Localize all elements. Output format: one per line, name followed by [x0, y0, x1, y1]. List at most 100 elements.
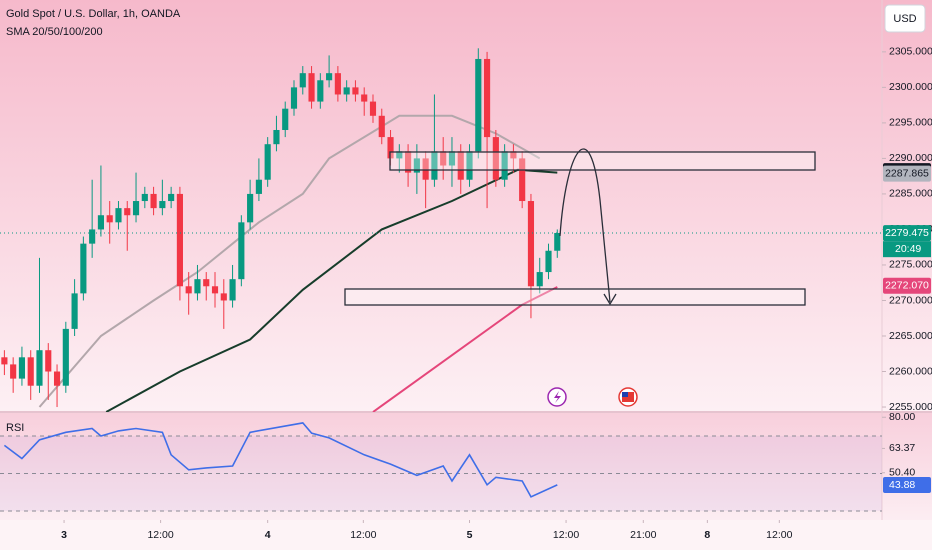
x-tick-label: 3	[61, 529, 67, 541]
sma-line	[38, 114, 541, 408]
candle-body	[220, 293, 227, 301]
currency-button[interactable]	[884, 4, 926, 33]
candle-body	[405, 151, 412, 173]
candle-body	[71, 293, 78, 329]
rsi-plot	[0, 422, 882, 512]
candle-body	[176, 193, 183, 287]
candle-body	[97, 215, 104, 230]
projection-arrow	[559, 148, 611, 303]
candle-body	[475, 58, 482, 152]
lightning	[554, 391, 561, 403]
arrow-head	[603, 293, 617, 306]
candle-body	[124, 208, 131, 216]
rsi-badge-label: 43.88	[889, 479, 915, 491]
candle-body	[238, 222, 245, 280]
candle-body	[185, 286, 192, 294]
price-badge	[883, 165, 931, 182]
candle-body	[352, 87, 359, 95]
candle-body	[448, 151, 456, 166]
candle-body	[413, 158, 420, 173]
candle-body	[203, 279, 210, 287]
rsi-badge-label: 50.40	[889, 467, 915, 479]
candle-body	[387, 137, 394, 159]
candle-body	[308, 73, 315, 102]
y-tick-label: 2265.000	[889, 330, 932, 342]
y-tick-label: 2305.000	[889, 46, 932, 58]
candle-body	[27, 357, 34, 386]
candle-body	[457, 151, 464, 180]
x-tick-label: 5	[467, 529, 473, 541]
candle-body	[282, 108, 289, 130]
candle-body	[299, 73, 306, 88]
y-tick-label: 2300.000	[889, 81, 932, 93]
candle-body	[334, 73, 341, 95]
rsi-title: RSI	[6, 422, 24, 434]
x-tick-label: 21:00	[630, 529, 656, 541]
candle-body	[492, 137, 499, 180]
flag-canton	[622, 392, 628, 397]
candle-body	[62, 328, 69, 386]
price-plot	[0, 48, 882, 412]
candle-body	[554, 232, 561, 251]
rsi-line	[3, 422, 558, 498]
candle-body	[501, 151, 508, 180]
candle-body	[290, 87, 298, 109]
candle-body	[10, 364, 17, 379]
price-badge-label: 2287.865	[885, 167, 929, 179]
candle-body	[431, 151, 438, 180]
candle-body	[45, 350, 52, 372]
y-tick-label: 2290.000	[889, 152, 932, 164]
price-badge-label: 2272.070	[885, 280, 929, 292]
y-tick-label: 2285.000	[889, 188, 932, 200]
candle-body	[484, 58, 491, 138]
candle-body	[168, 193, 175, 202]
x-tick-label: 12:00	[147, 529, 173, 541]
currency: USD	[893, 13, 916, 25]
candle-body	[141, 193, 148, 202]
rsi-tick-label: 80.00	[889, 411, 915, 423]
candle-body	[80, 243, 87, 294]
x-tick-label: 12:00	[553, 529, 579, 541]
countdown: 20:49	[895, 243, 921, 255]
candle-body	[527, 201, 535, 287]
candle-body	[466, 151, 473, 180]
candle-body	[18, 357, 26, 379]
candle-body	[510, 151, 517, 159]
price-badge	[883, 277, 931, 294]
candle-body	[536, 272, 543, 287]
candle-body	[194, 279, 201, 294]
chart-title: Gold Spot / U.S. Dollar, 1h, OANDA	[6, 8, 181, 20]
candle-body	[369, 101, 377, 116]
overlay: USD Gold Spot / U.S. Dollar, 1h, OANDA S…	[6, 4, 932, 541]
candle-body	[247, 193, 254, 223]
rsi-badge-label: 63.37	[889, 442, 915, 454]
candle-body	[115, 208, 122, 223]
rsi-badge	[883, 476, 931, 493]
price-badge-label: 2279.475	[885, 227, 929, 239]
resistance-zone	[389, 151, 816, 171]
candle-body	[273, 129, 280, 145]
candle-body	[440, 151, 447, 166]
sma-line	[372, 286, 558, 412]
candle-body	[159, 201, 166, 209]
countdown-badge	[883, 241, 931, 258]
candle-body	[519, 158, 526, 202]
price-panel	[0, 0, 932, 412]
x-tick-label: 8	[704, 529, 710, 541]
y-tick-label: 2270.000	[889, 294, 932, 306]
x-tick-label: 12:00	[350, 529, 376, 541]
candle-body	[106, 215, 113, 223]
candle-body	[326, 73, 333, 81]
x-tick-label: 12:00	[766, 529, 792, 541]
candle-body	[53, 371, 61, 386]
y-tick-label: 2260.000	[889, 365, 932, 377]
candle-body	[1, 357, 8, 365]
candle-body	[264, 144, 271, 180]
candle-body	[396, 151, 403, 159]
candle-body	[132, 201, 140, 216]
candle-body	[255, 179, 262, 194]
candle-body	[36, 350, 43, 386]
indicator-label: SMA 20/50/100/200	[6, 26, 103, 38]
candle-body	[361, 94, 368, 102]
candle-body	[211, 286, 219, 294]
